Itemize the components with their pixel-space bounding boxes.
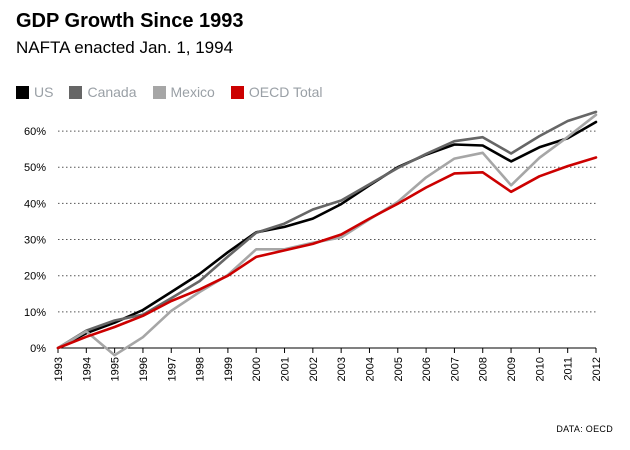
x-tick-label: 2004 — [364, 357, 376, 381]
chart-subtitle: NAFTA enacted Jan. 1, 1994 — [16, 38, 234, 57]
legend-swatch-oecd-total — [230, 85, 244, 99]
legend-item-oecd-total[interactable]: OECD Total — [230, 84, 323, 100]
x-tick-label: 2005 — [393, 357, 405, 381]
x-tick-label: 2000 — [251, 357, 263, 381]
series-line-us — [56, 120, 598, 350]
series-line-oecd-total — [56, 156, 598, 350]
y-tick-label: 30% — [24, 235, 46, 247]
gdp-line-chart: 0%10%20%30%40%50%60% 1993 1994 1995 1996 199… — [24, 110, 603, 381]
x-tick-label: 2010 — [534, 357, 546, 381]
legend-label-us: US — [34, 84, 54, 100]
y-tick-label: 10% — [24, 307, 46, 319]
legend-label-oecd-total: OECD Total — [248, 84, 323, 100]
legend-swatch-canada — [69, 85, 83, 99]
chart-title: GDP Growth Since 1993 — [16, 10, 244, 32]
x-tick-label: 2001 — [280, 357, 292, 381]
x-tick-label: 1995 — [110, 357, 122, 381]
legend-label-mexico: Mexico — [170, 84, 215, 100]
legend-swatch-us — [16, 85, 29, 99]
x-tick-label: 2011 — [563, 357, 575, 381]
x-tick-label: 2006 — [421, 357, 433, 381]
x-tick-label: 2003 — [336, 357, 348, 381]
x-tick-label: 1997 — [166, 357, 178, 381]
y-tick-label: 40% — [24, 198, 46, 210]
y-axis-ticks: 0% 10% 20% 30% 40% 50% 60% — [24, 126, 46, 355]
legend-item-canada[interactable]: Canada — [69, 84, 137, 100]
x-tick-label: 2008 — [478, 357, 490, 381]
series-lines — [56, 110, 598, 357]
y-tick-label: 0% — [30, 343, 46, 355]
x-tick-label: 1998 — [195, 357, 207, 381]
y-tick-label: 50% — [24, 162, 46, 174]
x-tick-label: 2012 — [591, 357, 603, 381]
legend-item-mexico[interactable]: Mexico — [152, 84, 215, 100]
x-tick-label: 2009 — [506, 357, 518, 381]
x-tick-label: 1994 — [81, 357, 93, 381]
legend-label-canada: Canada — [87, 84, 137, 100]
legend-swatch-mexico — [152, 85, 166, 99]
x-tick-label: 2007 — [449, 357, 461, 381]
x-tick-label: 1993 — [53, 357, 65, 381]
y-tick-label: 60% — [24, 126, 46, 138]
x-tick-label: 1996 — [138, 357, 150, 381]
y-tick-label: 20% — [24, 271, 46, 283]
chart-legend: US Canada Mexico OECD Total — [16, 84, 339, 100]
legend-item-us[interactable]: US — [16, 84, 53, 100]
x-tick-label: 1999 — [223, 357, 235, 381]
data-source: DATA: OECD — [556, 424, 613, 434]
x-axis: 1993 1994 1995 1996 1997 1998 1999 2000 2001 2002… — [53, 347, 603, 381]
x-tick-label: 2002 — [308, 357, 320, 381]
